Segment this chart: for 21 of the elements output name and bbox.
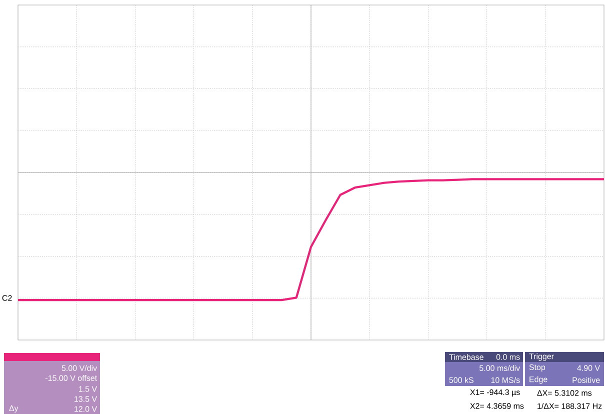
text: X2= 4.3659 ms: [470, 403, 524, 409]
text: 0.0 ms: [496, 354, 520, 360]
text: Stop: [529, 364, 546, 372]
text: Trigger: [529, 353, 554, 361]
text: 1.5 V: [78, 386, 98, 392]
text: Positive: [572, 377, 600, 383]
text: Δy: [9, 405, 18, 413]
text: 13.5 V: [74, 396, 98, 402]
text: 1/ΔX= 188.317 Hz: [538, 403, 602, 409]
text: 500 kS: [449, 377, 474, 383]
text: 12.0 V: [74, 406, 98, 412]
text: 4.90 V: [577, 365, 600, 371]
text: X1= -944.3 µs: [470, 389, 520, 397]
text: 5.00 ms/div: [479, 365, 520, 371]
text: Edge: [530, 376, 548, 384]
text: 5.00 V/div: [62, 365, 98, 371]
text: C2: [2, 295, 12, 301]
text: -15.00 V offset: [46, 375, 98, 381]
text: Timebase: [449, 354, 484, 360]
text: 10 MS/s: [491, 377, 520, 383]
text: ΔX= 5.3102 ms: [537, 390, 592, 396]
